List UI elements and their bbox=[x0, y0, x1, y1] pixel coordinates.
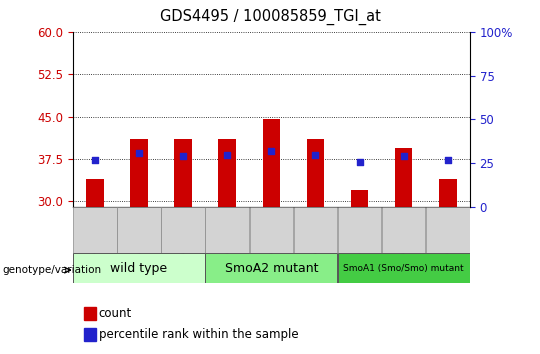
Bar bbox=[426, 207, 470, 253]
Point bbox=[267, 148, 275, 154]
Text: GDS4495 / 100085859_TGI_at: GDS4495 / 100085859_TGI_at bbox=[159, 9, 381, 25]
Point bbox=[179, 153, 187, 159]
Text: SmoA2 mutant: SmoA2 mutant bbox=[225, 262, 318, 275]
Bar bbox=[307, 139, 324, 207]
Bar bbox=[351, 190, 368, 207]
Bar bbox=[117, 207, 161, 253]
Text: SmoA1 (Smo/Smo) mutant: SmoA1 (Smo/Smo) mutant bbox=[343, 264, 464, 273]
Bar bbox=[86, 179, 104, 207]
Point bbox=[135, 150, 144, 156]
Text: count: count bbox=[99, 307, 132, 320]
Bar bbox=[205, 253, 338, 283]
Point bbox=[443, 157, 452, 162]
Bar bbox=[439, 179, 456, 207]
Bar bbox=[249, 207, 293, 253]
Point bbox=[355, 159, 364, 164]
Text: percentile rank within the sample: percentile rank within the sample bbox=[99, 328, 299, 341]
Bar bbox=[205, 207, 249, 253]
Bar bbox=[382, 207, 426, 253]
Point bbox=[311, 152, 320, 157]
Bar bbox=[161, 207, 205, 253]
Text: wild type: wild type bbox=[111, 262, 167, 275]
Bar bbox=[338, 207, 381, 253]
Bar bbox=[262, 120, 280, 207]
Point bbox=[223, 152, 232, 157]
Bar bbox=[338, 253, 470, 283]
Bar bbox=[130, 139, 148, 207]
Text: genotype/variation: genotype/variation bbox=[3, 265, 102, 275]
Bar bbox=[73, 253, 205, 283]
Bar bbox=[218, 139, 236, 207]
Bar bbox=[395, 148, 413, 207]
Point bbox=[91, 157, 99, 162]
Point bbox=[399, 153, 408, 159]
Bar bbox=[73, 207, 117, 253]
Bar bbox=[294, 207, 338, 253]
Bar bbox=[174, 139, 192, 207]
